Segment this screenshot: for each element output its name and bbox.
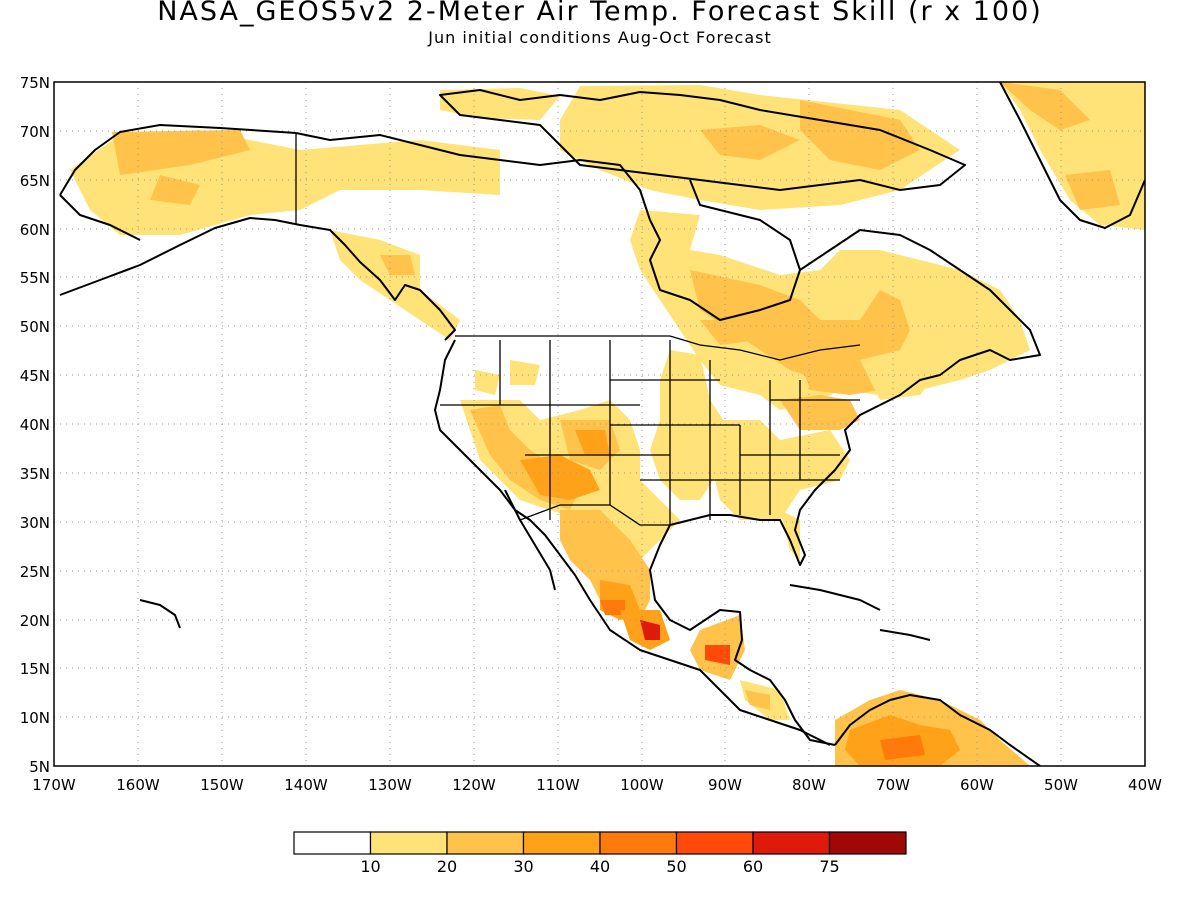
- map-title: NASA_GEOS5v2 2-Meter Air Temp. Forecast …: [157, 0, 1043, 27]
- skill-shading: [70, 82, 1145, 766]
- colorbar-swatch: [828, 831, 907, 855]
- colorbar-label: 10: [360, 857, 380, 876]
- lon-label: 130W: [368, 776, 412, 794]
- lon-label: 90W: [708, 776, 742, 794]
- lon-label: 80W: [792, 776, 826, 794]
- lon-label: 110W: [536, 776, 580, 794]
- map-frame: [53, 81, 1146, 767]
- colorbar-swatch: [293, 831, 372, 855]
- map-plot-area: [54, 82, 1145, 766]
- lon-label: 100W: [620, 776, 664, 794]
- coast-alaska: [59, 217, 456, 341]
- lat-label: 25N: [20, 563, 50, 581]
- lat-label: 55N: [20, 269, 50, 287]
- lat-label: 5N: [29, 758, 50, 776]
- lat-label: 50N: [20, 318, 50, 336]
- lon-label: 170W: [32, 776, 76, 794]
- lat-label: 20N: [20, 612, 50, 630]
- lat-label: 40N: [20, 416, 50, 434]
- colorbar-label: 60: [743, 857, 763, 876]
- colorbar-swatch: [446, 831, 525, 855]
- lon-label: 70W: [876, 776, 910, 794]
- colorbar-label: 30: [513, 857, 533, 876]
- colorbar-swatch: [752, 831, 831, 855]
- lat-label: 15N: [20, 660, 50, 678]
- lon-label: 50W: [1044, 776, 1078, 794]
- lon-label: 60W: [960, 776, 994, 794]
- lon-label: 160W: [116, 776, 160, 794]
- lat-label: 70N: [20, 123, 50, 141]
- colorbar-swatch: [369, 831, 448, 855]
- lat-label: 10N: [20, 709, 50, 727]
- lon-label: 150W: [200, 776, 244, 794]
- colorbar-swatch: [675, 831, 754, 855]
- lon-label: 40W: [1128, 776, 1162, 794]
- colorbar-label: 75: [819, 857, 839, 876]
- coastlines: [59, 82, 1145, 766]
- latitude-axis: 75N 70N 65N 60N 55N 50N 45N 40N 35N 30N …: [20, 74, 50, 776]
- colorbar-label: 20: [437, 857, 457, 876]
- lat-label: 75N: [20, 74, 50, 92]
- lat-label: 30N: [20, 514, 50, 532]
- political-boundaries: [295, 133, 861, 526]
- map-gridlines: [54, 82, 1145, 766]
- colorbar-label: 40: [590, 857, 610, 876]
- lat-label: 65N: [20, 172, 50, 190]
- lat-label: 35N: [20, 465, 50, 483]
- colorbar-swatch: [522, 831, 601, 855]
- lon-label: 120W: [452, 776, 496, 794]
- colorbar-label: 50: [666, 857, 686, 876]
- colorbar-swatch: [599, 831, 678, 855]
- lat-label: 45N: [20, 367, 50, 385]
- map-subtitle: Jun initial conditions Aug-Oct Forecast: [428, 28, 772, 47]
- longitude-axis: 170W 160W 150W 140W 130W 120W 110W 100W …: [32, 776, 1162, 794]
- lat-label: 60N: [20, 221, 50, 239]
- colorbar: 10 20 30 40 50 60 75: [293, 831, 907, 876]
- lon-label: 140W: [284, 776, 328, 794]
